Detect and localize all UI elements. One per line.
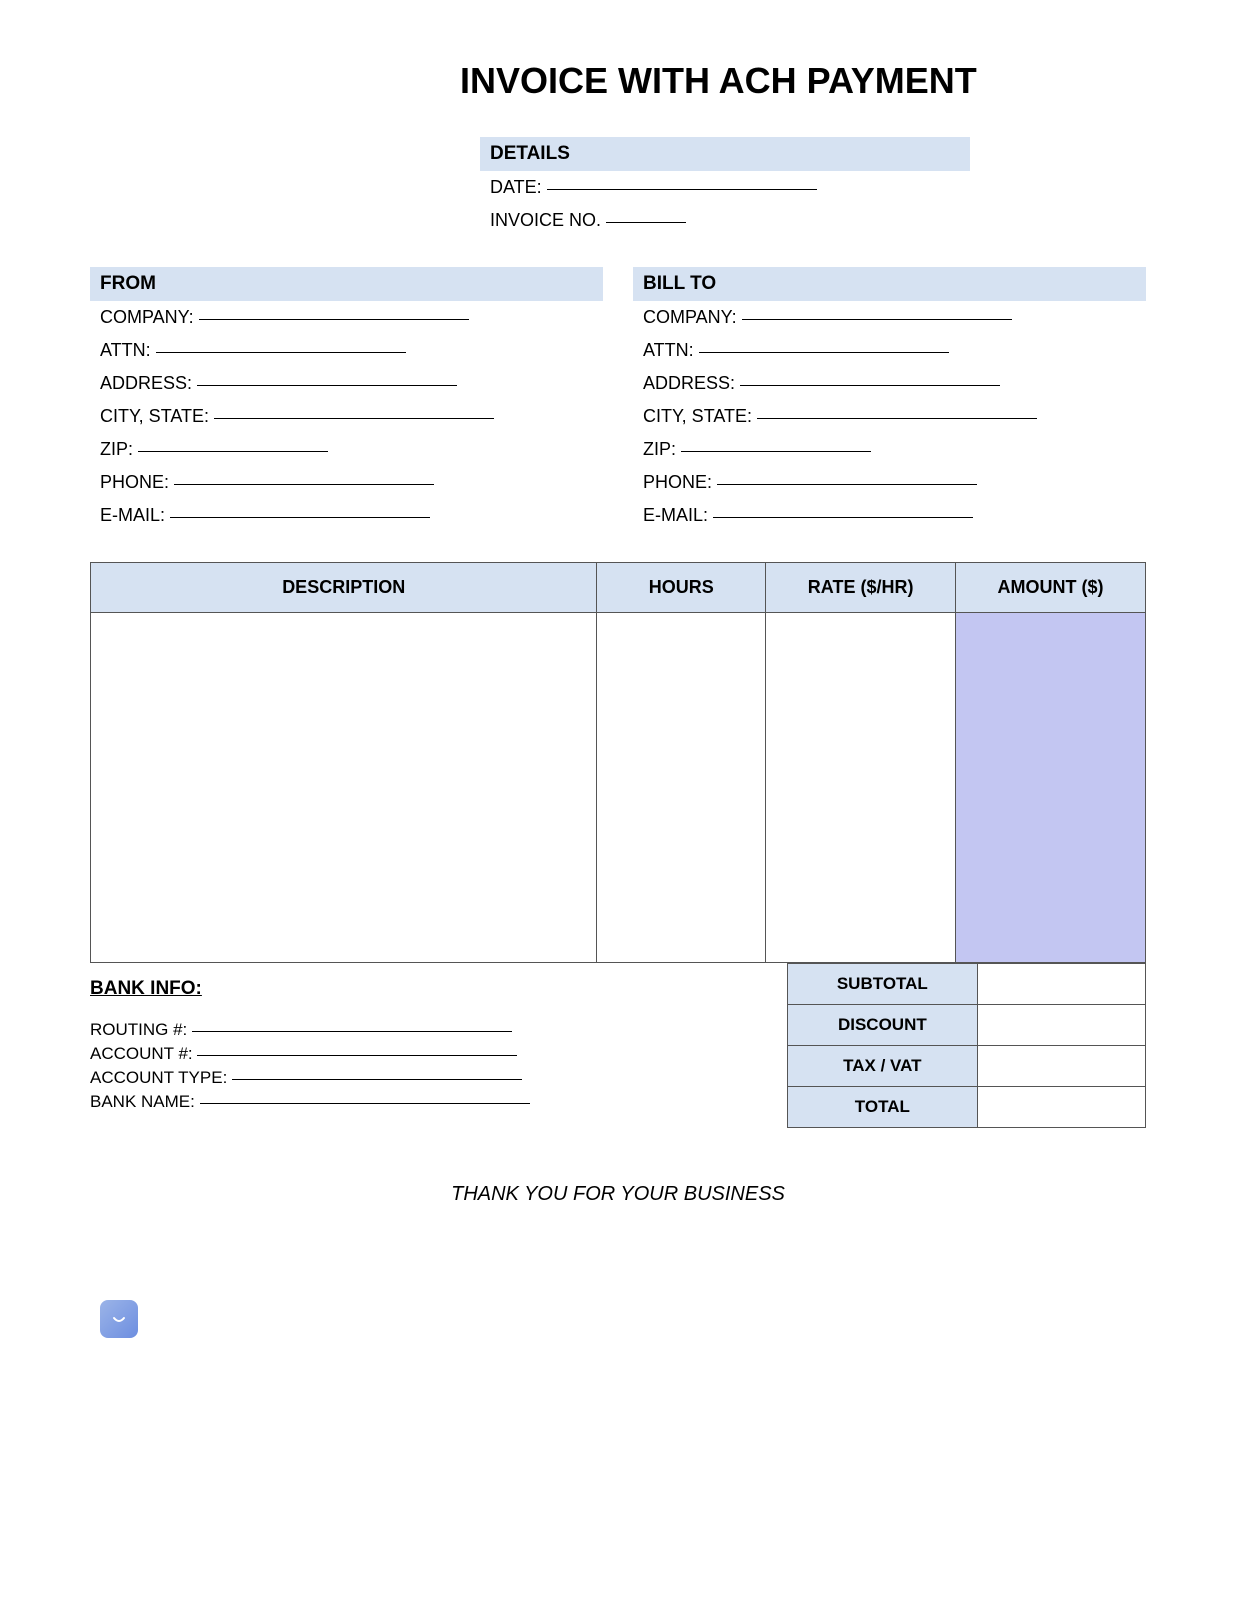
from-email-input[interactable] [170,517,430,518]
col-rate: RATE ($/HR) [766,563,956,613]
bank-info-section: BANK INFO: ROUTING #: ACCOUNT #: ACCOUNT… [90,963,787,1128]
billto-email-label: E-MAIL: [643,505,708,525]
tax-label: TAX / VAT [787,1046,977,1087]
thank-you-footer: THANK YOU FOR YOUR BUSINESS [90,1183,1146,1206]
from-zip-input[interactable] [138,451,328,452]
total-value[interactable] [977,1087,1145,1128]
from-address-label: ADDRESS: [100,373,192,393]
subtotal-value[interactable] [977,964,1145,1005]
bill-to-header: BILL TO [633,267,1146,301]
from-header: FROM [90,267,603,301]
account-type-label: ACCOUNT TYPE: [90,1068,227,1087]
cell-amount[interactable] [956,613,1146,963]
routing-input[interactable] [192,1031,512,1032]
details-header: DETAILS [480,137,970,171]
billto-address-input[interactable] [740,385,1000,386]
cell-description[interactable] [91,613,597,963]
col-amount: AMOUNT ($) [956,563,1146,613]
bank-name-input[interactable] [200,1103,530,1104]
billto-phone-label: PHONE: [643,472,712,492]
tax-value[interactable] [977,1046,1145,1087]
billto-email-input[interactable] [713,517,973,518]
from-zip-label: ZIP: [100,439,133,459]
from-email-label: E-MAIL: [100,505,165,525]
app-icon [100,1300,138,1338]
cell-hours[interactable] [597,613,766,963]
from-company-input[interactable] [199,319,469,320]
billto-address-label: ADDRESS: [643,373,735,393]
from-section: FROM COMPANY: ATTN: ADDRESS: CITY, STATE… [90,267,603,532]
page-title: INVOICE WITH ACH PAYMENT [460,60,1146,102]
table-row [91,613,1146,963]
date-input[interactable] [547,189,817,190]
billto-city-state-label: CITY, STATE: [643,406,752,426]
billto-phone-input[interactable] [717,484,977,485]
from-city-state-input[interactable] [214,418,494,419]
from-phone-input[interactable] [174,484,434,485]
line-items-table: DESCRIPTION HOURS RATE ($/HR) AMOUNT ($) [90,562,1146,963]
billto-zip-label: ZIP: [643,439,676,459]
account-type-input[interactable] [232,1079,522,1080]
billto-attn-input[interactable] [699,352,949,353]
totals-table: SUBTOTAL DISCOUNT TAX / VAT TOTAL [787,963,1146,1128]
billto-zip-input[interactable] [681,451,871,452]
details-section: DETAILS DATE: INVOICE NO. [480,137,970,237]
account-input[interactable] [197,1055,517,1056]
invoice-no-input[interactable] [606,222,686,223]
total-label: TOTAL [787,1087,977,1128]
billto-attn-label: ATTN: [643,340,694,360]
discount-label: DISCOUNT [787,1005,977,1046]
routing-label: ROUTING #: [90,1020,187,1039]
from-company-label: COMPANY: [100,307,194,327]
discount-value[interactable] [977,1005,1145,1046]
from-attn-input[interactable] [156,352,406,353]
cell-rate[interactable] [766,613,956,963]
bank-name-label: BANK NAME: [90,1092,195,1111]
from-attn-label: ATTN: [100,340,151,360]
subtotal-label: SUBTOTAL [787,964,977,1005]
billto-city-state-input[interactable] [757,418,1037,419]
col-description: DESCRIPTION [91,563,597,613]
col-hours: HOURS [597,563,766,613]
from-city-state-label: CITY, STATE: [100,406,209,426]
billto-company-label: COMPANY: [643,307,737,327]
invoice-no-label: INVOICE NO. [490,210,601,230]
from-address-input[interactable] [197,385,457,386]
bill-to-section: BILL TO COMPANY: ATTN: ADDRESS: CITY, ST… [633,267,1146,532]
billto-company-input[interactable] [742,319,1012,320]
from-phone-label: PHONE: [100,472,169,492]
account-label: ACCOUNT #: [90,1044,193,1063]
date-label: DATE: [490,177,542,197]
bank-info-title: BANK INFO: [90,978,787,1000]
